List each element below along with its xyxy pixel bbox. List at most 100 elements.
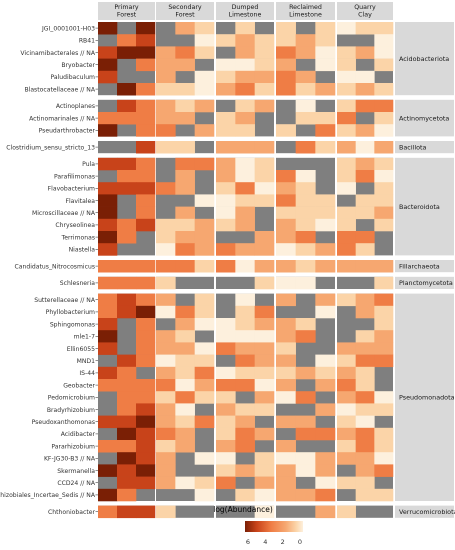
heatmap-cell	[276, 218, 296, 232]
heatmap-cell	[254, 330, 275, 343]
column-label: Forest	[175, 12, 195, 19]
heatmap-cell	[355, 379, 375, 392]
heatmap-cell	[315, 476, 336, 490]
heatmap-cell	[355, 427, 375, 441]
heatmap-cell	[98, 305, 118, 319]
heatmap-cell	[315, 305, 336, 319]
heatmap-cell	[315, 58, 336, 72]
heatmap-cell	[156, 366, 176, 380]
heatmap-cell	[235, 70, 255, 84]
heatmap-cell	[194, 218, 215, 232]
heatmap-cell	[194, 124, 215, 137]
heatmap-cell	[295, 34, 316, 47]
heatmap-cell	[194, 34, 215, 47]
heatmap-cell	[175, 112, 195, 125]
heatmap-cell	[315, 293, 336, 307]
heatmap-cell	[216, 379, 236, 392]
heatmap-cell	[117, 260, 137, 273]
heatmap-cell	[374, 452, 394, 465]
heatmap-cell	[254, 452, 275, 465]
heatmap-cell	[194, 231, 215, 244]
heatmap-cell	[216, 34, 236, 47]
heatmap-cell	[254, 476, 275, 490]
column-strip	[98, 2, 155, 20]
heatmap-cell	[175, 170, 195, 183]
heatmap-cell	[216, 243, 236, 256]
heatmap-cell	[254, 505, 275, 519]
heatmap-cell	[194, 476, 215, 490]
heatmap-cell	[295, 330, 316, 343]
heatmap-cell	[337, 206, 356, 220]
heatmap-cell	[235, 330, 255, 343]
heatmap-cell	[254, 46, 275, 59]
heatmap-cell	[98, 157, 118, 171]
heatmap-cell	[156, 58, 176, 72]
heatmap-cell	[276, 46, 296, 59]
heatmap-cell	[337, 440, 356, 453]
heatmap-cell	[254, 243, 275, 256]
heatmap-cell	[276, 194, 296, 207]
heatmap-cell	[156, 403, 176, 416]
heatmap-cell	[98, 276, 118, 290]
heatmap-cell	[136, 305, 156, 319]
heatmap-cell	[136, 415, 156, 429]
heatmap-cell	[136, 260, 156, 273]
row-label: Terrimonas	[61, 234, 95, 241]
column-label: Dumped	[232, 4, 259, 11]
heatmap-cell	[254, 83, 275, 96]
heatmap-cell	[156, 391, 176, 404]
heatmap-cell	[194, 488, 215, 502]
heatmap-cell	[276, 260, 296, 273]
phylum-strip	[395, 260, 454, 273]
phylum-strip	[395, 157, 454, 256]
heatmap-cell	[295, 366, 316, 380]
heatmap-cell	[117, 231, 137, 244]
column-strip-headers: PrimaryForestSecondaryForestDumpedLimest…	[98, 2, 393, 20]
heatmap-cell	[315, 194, 336, 207]
heatmap-cell	[315, 22, 336, 35]
row-label: Blastocatellaceae // NA	[24, 86, 95, 93]
row-label: Schlesneria	[60, 280, 96, 287]
heatmap-cell	[295, 170, 316, 183]
heatmap-cell	[136, 293, 156, 307]
heatmap-cell	[295, 231, 316, 244]
row-label: MND1	[77, 358, 96, 365]
heatmap-cell	[175, 99, 195, 113]
heatmap-cell	[156, 379, 176, 392]
heatmap-cell	[136, 58, 156, 72]
heatmap-cell	[98, 366, 118, 380]
legend-tick-label: 2	[281, 538, 285, 546]
heatmap-cell	[98, 231, 118, 244]
heatmap-cell	[254, 305, 275, 319]
heatmap-cell	[315, 403, 336, 416]
phylum-label: Bacteroidota	[399, 203, 440, 211]
heatmap-cell	[117, 366, 137, 380]
legend-ticks: 6 4 2 0	[246, 538, 302, 546]
heatmap-cell	[194, 305, 215, 319]
phylum-label: Bacillota	[399, 143, 427, 151]
heatmap-cell	[156, 46, 176, 59]
heatmap-cell	[194, 379, 215, 392]
heatmap-cell	[98, 260, 118, 273]
heatmap-cell	[374, 488, 394, 502]
heatmap-cell	[235, 194, 255, 207]
heatmap-cell	[337, 415, 356, 429]
heatmap-cell	[276, 276, 296, 290]
heatmap-cell	[315, 206, 336, 220]
heatmap-cell	[194, 452, 215, 465]
heatmap-cell	[117, 34, 137, 47]
heatmap-cell	[355, 170, 375, 183]
heatmap-cell	[235, 488, 255, 502]
heatmap-cell	[216, 403, 236, 416]
heatmap-cell	[315, 427, 336, 441]
heatmap-cell	[216, 440, 236, 453]
heatmap-cell	[156, 243, 176, 256]
heatmap-cell	[194, 83, 215, 96]
row-label: Pseudarthrobacter	[39, 128, 96, 135]
heatmap-cell	[315, 452, 336, 465]
heatmap-cell	[136, 318, 156, 331]
heatmap-cell	[337, 427, 356, 441]
heatmap-cell	[337, 260, 356, 273]
row-labels: JGI_0001001-H03 RB41 Vicinamibacterales //…	[0, 25, 98, 516]
heatmap-cell	[315, 112, 336, 125]
